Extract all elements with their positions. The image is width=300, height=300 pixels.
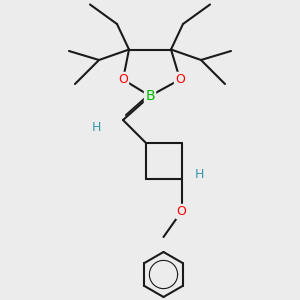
Text: O: O (177, 205, 186, 218)
Text: O: O (118, 73, 128, 86)
Text: H: H (195, 167, 204, 181)
Text: B: B (145, 89, 155, 103)
Text: O: O (175, 73, 185, 86)
Text: H: H (91, 121, 101, 134)
